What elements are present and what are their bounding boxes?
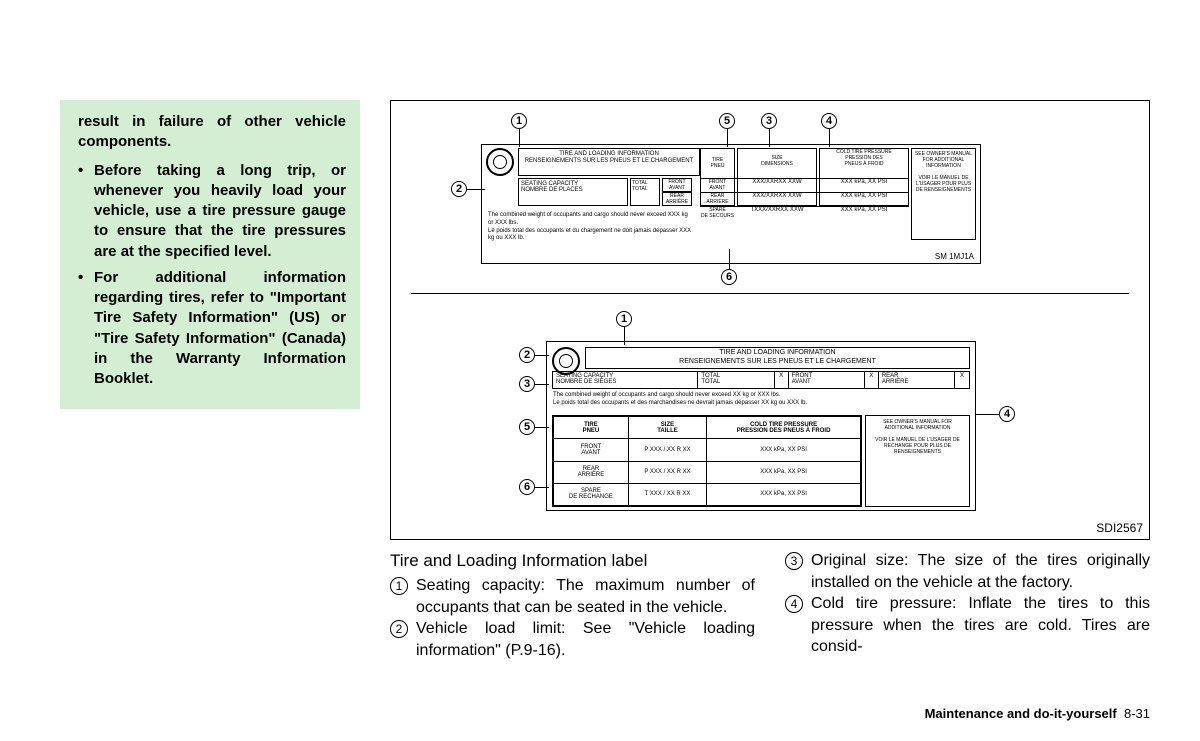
caption-item: 4 Cold tire pressure: Inflate the tires …: [785, 593, 1150, 658]
lead-line: [976, 414, 999, 415]
caption-section: Tire and Loading Information label 1 Sea…: [390, 550, 1150, 661]
num-circle-icon: 2: [390, 620, 408, 638]
page-footer: Maintenance and do-it-yourself 8-31: [925, 706, 1150, 721]
lead-line: [727, 129, 728, 147]
lead-line: [535, 427, 549, 428]
callout-b3: 3: [519, 376, 535, 392]
num-circle-icon: 4: [785, 595, 803, 613]
label-code: SM 1MJ1A: [935, 252, 974, 261]
callout-b6: 6: [519, 479, 535, 495]
lead-line: [519, 129, 520, 147]
warning-bullet: For additional information regarding tir…: [78, 268, 346, 390]
callout-b4: 4: [999, 406, 1015, 422]
lead-line: [829, 129, 830, 147]
seating-capacity: SEATING CAPACITY NOMBRE DE PLACES: [518, 178, 628, 206]
diagram-frame: SDI2567 TIRE AND LOADING INFORMATION REN…: [390, 100, 1150, 540]
callout-6: 6: [721, 269, 737, 285]
callout-b5: 5: [519, 419, 535, 435]
diagram-divider: [411, 293, 1129, 294]
lead-line: [535, 384, 549, 385]
owner-manual-note: SEE OWNER'S MANUAL FOR ADDITIONAL INFORM…: [911, 148, 976, 240]
caption-item: 3 Original size: The size of the tires o…: [785, 550, 1150, 593]
caption-item: 2 Vehicle load limit: See "Vehicle loadi…: [390, 618, 755, 661]
figure-code: SDI2567: [1096, 521, 1143, 535]
lead-line: [729, 249, 730, 269]
label-header: TIRE AND LOADING INFORMATION RENSEIGNEME…: [585, 347, 970, 369]
rear-cell: REARARRIÈRE: [662, 192, 692, 206]
owner-manual-note: SEE OWNER'S MANUAL FOR ADDITIONAL INFORM…: [865, 415, 970, 507]
caption-item: 1 Seating capacity: The maximum number o…: [390, 575, 755, 618]
tire-table: TIREPNEU SIZETAILLE COLD TIRE PRESSUREPR…: [552, 415, 862, 507]
tire-label-top: TIRE AND LOADING INFORMATION RENSEIGNEME…: [481, 144, 981, 264]
warning-box: result in failure of other vehicle compo…: [60, 100, 360, 409]
callout-2: 2: [451, 181, 467, 197]
lead-line: [535, 355, 549, 356]
seating-row: SEATING CAPACITYNOMBRE DE SIÈGES TOTALTO…: [552, 371, 970, 389]
lead-line: [769, 129, 770, 147]
warning-bullet: Before taking a long trip, or whenever y…: [78, 161, 346, 262]
front-cell: FRONTAVANT: [662, 178, 692, 192]
tire-label-bottom: TIRE AND LOADING INFORMATION RENSEIGNEME…: [546, 341, 976, 511]
num-circle-icon: 3: [785, 552, 803, 570]
weight-text: The combined weight of occupants and car…: [486, 210, 694, 260]
callout-b1: 1: [616, 311, 632, 327]
callout-b2: 2: [519, 347, 535, 363]
callout-5: 4: [821, 113, 837, 129]
total-cell: TOTALTOTAL: [630, 178, 660, 206]
caption-heading: Tire and Loading Information label: [390, 550, 755, 573]
tire-row: SPAREDE SECOURS TXXX/XXRXX XXW XXX kPa, …: [700, 206, 909, 240]
warning-intro: result in failure of other vehicle compo…: [78, 112, 346, 153]
callout-3: 5: [719, 113, 735, 129]
tire-row: REARARRIÈRE XXX/XXRXX XXW XXX kPa, XX PS…: [700, 192, 909, 206]
label-header: TIRE AND LOADING INFORMATION RENSEIGNEME…: [518, 148, 700, 176]
weight-text: The combined weight of occupants and car…: [552, 391, 970, 413]
callout-1: 1: [511, 113, 527, 129]
tire-row: FRONTAVANT XXX/XXRXX XXW XXX kPa, XX PSI: [700, 178, 909, 192]
num-circle-icon: 1: [390, 577, 408, 595]
lead-line: [624, 327, 625, 345]
lead-line: [467, 189, 485, 190]
tire-icon: [486, 148, 514, 176]
callout-4: 3: [761, 113, 777, 129]
warning-list: Before taking a long trip, or whenever y…: [78, 161, 346, 390]
lead-line: [535, 487, 549, 488]
